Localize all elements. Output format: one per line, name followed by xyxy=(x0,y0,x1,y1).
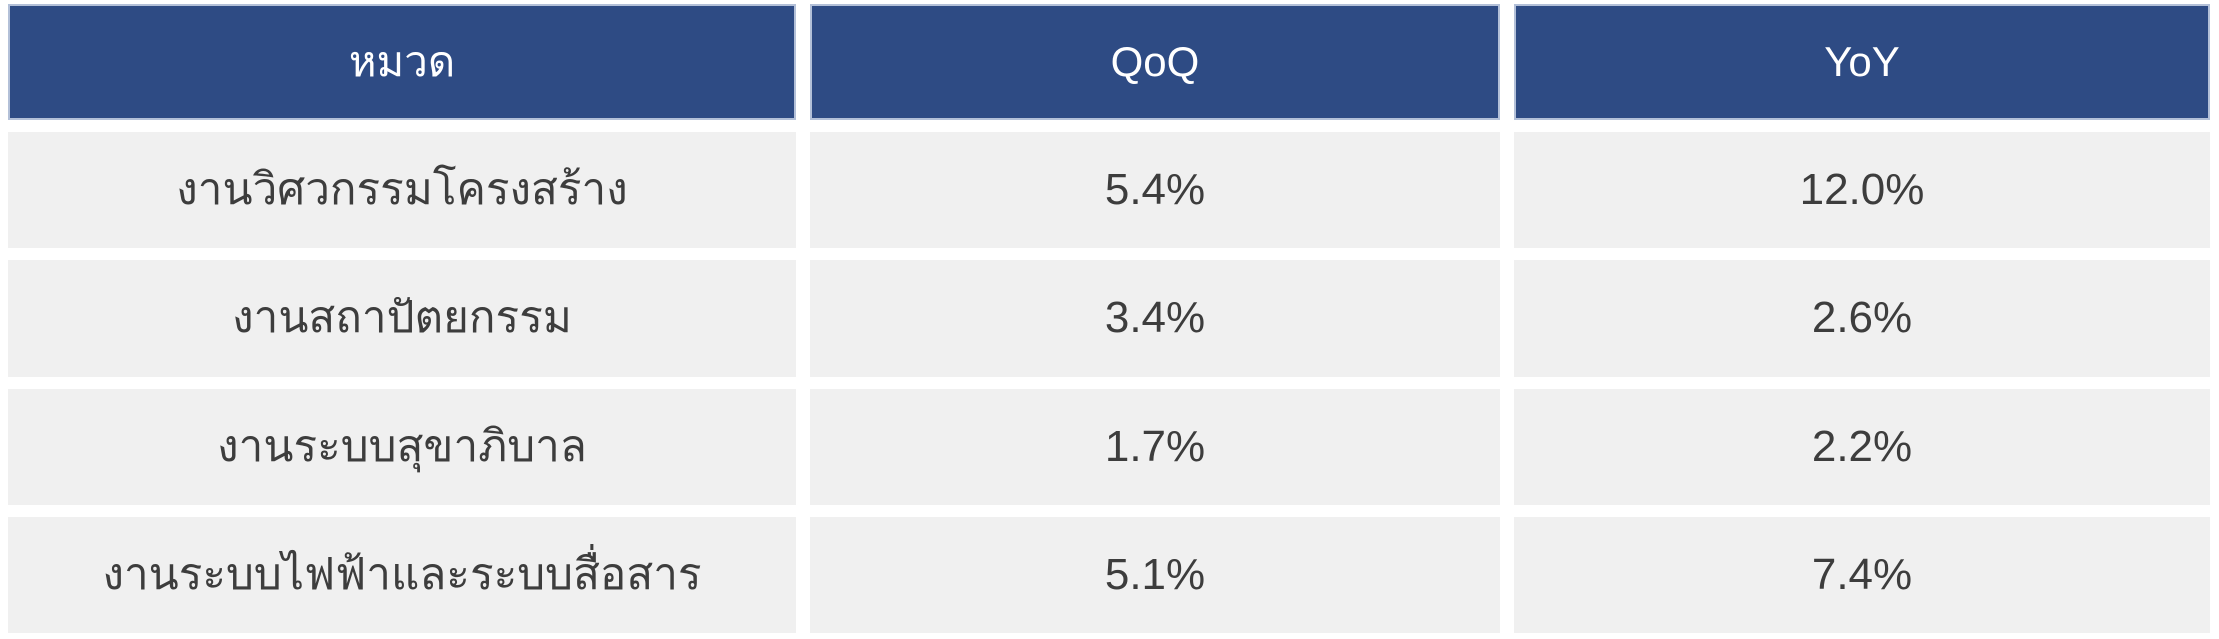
row-4-yoy-value: 7.4% xyxy=(1514,516,2210,633)
column-header-category: หมวด xyxy=(8,4,796,121)
row-3-qoq-value: 1.7% xyxy=(810,388,1500,505)
row-1-qoq-value: 5.4% xyxy=(810,132,1500,249)
row-2-qoq-value: 3.4% xyxy=(810,260,1500,377)
row-2-yoy-value: 2.6% xyxy=(1514,260,2210,377)
data-table: หมวด QoQ YoY งานวิศวกรรมโครงสร้าง 5.4% 1… xyxy=(8,4,2211,633)
row-3-yoy-value: 2.2% xyxy=(1514,388,2210,505)
column-header-qoq: QoQ xyxy=(810,4,1500,121)
row-2-category: งานสถาปัตยกรรม xyxy=(8,260,796,377)
row-4-category: งานระบบไฟฟ้าและระบบสื่อสาร xyxy=(8,516,796,633)
row-1-category: งานวิศวกรรมโครงสร้าง xyxy=(8,132,796,249)
column-header-yoy: YoY xyxy=(1514,4,2210,121)
row-4-qoq-value: 5.1% xyxy=(810,516,1500,633)
row-1-yoy-value: 12.0% xyxy=(1514,132,2210,249)
row-3-category: งานระบบสุขาภิบาล xyxy=(8,388,796,505)
